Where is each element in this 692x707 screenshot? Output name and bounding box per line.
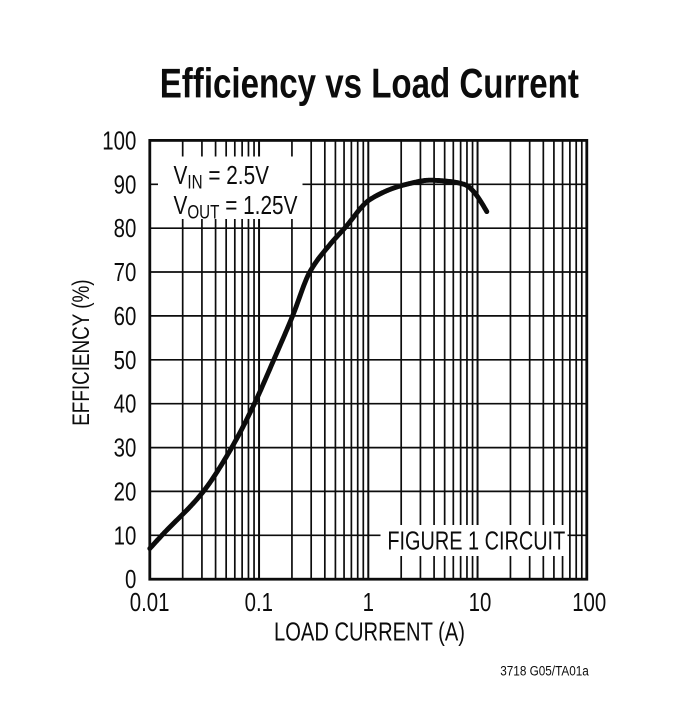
svg-text:LOAD CURRENT (A): LOAD CURRENT (A) [274, 617, 465, 646]
svg-text:10: 10 [469, 588, 492, 617]
svg-text:10: 10 [114, 521, 137, 550]
svg-text:70: 70 [114, 258, 137, 287]
svg-text:50: 50 [114, 346, 137, 375]
svg-text:3718 G05/TA01a: 3718 G05/TA01a [500, 663, 589, 679]
svg-text:0.1: 0.1 [245, 588, 273, 617]
svg-text:40: 40 [114, 390, 137, 419]
svg-text:60: 60 [114, 302, 137, 331]
svg-text:100: 100 [102, 126, 136, 155]
svg-text:90: 90 [114, 170, 137, 199]
svg-text:80: 80 [114, 214, 137, 243]
svg-text:30: 30 [114, 433, 137, 462]
svg-text:0: 0 [125, 565, 136, 594]
svg-text:20: 20 [114, 477, 137, 506]
svg-text:FIGURE 1 CIRCUIT: FIGURE 1 CIRCUIT [387, 526, 565, 555]
svg-text:1: 1 [363, 588, 374, 617]
svg-text:Efficiency vs Load Current: Efficiency vs Load Current [160, 61, 580, 108]
svg-text:VIN = 2.5V: VIN = 2.5V [174, 161, 270, 193]
svg-text:EFFICIENCY (%): EFFICIENCY (%) [67, 279, 95, 425]
svg-text:0.01: 0.01 [130, 588, 170, 617]
svg-text:VOUT = 1.25V: VOUT = 1.25V [174, 191, 298, 223]
svg-text:100: 100 [572, 588, 606, 617]
